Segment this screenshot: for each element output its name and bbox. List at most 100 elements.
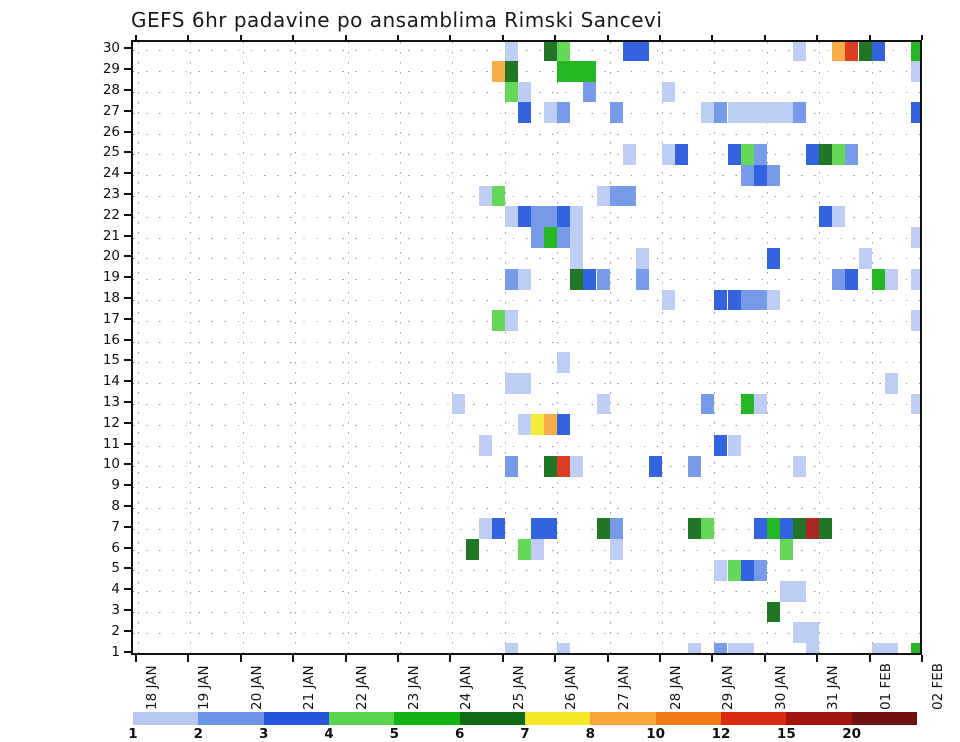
grid-day-line [138,42,139,653]
x-axis-tick [449,655,452,662]
cell-member27-day11-p1 [727,102,741,124]
x-axis-label: 23 JAN [406,665,422,710]
cell-member22-day13-p0 [819,206,833,228]
x-axis-tick-top [187,35,190,40]
cell-member30-day13-p3 [858,42,872,61]
cell-member7-day6-p2 [478,518,492,540]
cell-member11-day11-p0 [714,435,728,456]
grid-row-line [133,466,920,468]
cell-member1-day10-p2 [688,643,702,653]
cell-member22-day13-p1 [832,206,846,228]
x-axis-tick [816,655,819,662]
cell-member27-day8-p0 [557,102,571,124]
cell-member18-day12-p0 [766,289,780,311]
y-axis-tick [124,297,131,299]
cell-member7-day8-p3 [596,518,610,540]
grid-row-line [133,612,920,613]
x-axis-tick-top [816,35,819,40]
x-axis-tick [554,655,557,662]
grid-day-line [557,42,559,653]
x-axis-label: 01 FEB [877,662,894,710]
cell-member21-day8-p0 [557,227,571,248]
cell-member28-day7-p1 [517,81,531,103]
grid-day-line [871,42,873,653]
grid-day-line [766,42,768,653]
y-axis-tick [124,317,131,320]
grid-day-line [452,42,454,653]
y-axis-tick [124,484,131,487]
cell-member22-day7-p0 [504,206,518,228]
cell-member19-day13-p1 [832,268,846,290]
grid-row-line [133,196,920,197]
cell-member10-day8-p1 [570,456,584,477]
legend-color-segment [133,712,199,725]
x-axis-label: 30 JAN [772,665,789,710]
grid-day-line [242,42,244,653]
grid-row-line [133,341,920,343]
cell-member22-day7-p2 [531,206,545,228]
y-axis-label: 14 [102,373,120,390]
grid-day-line [347,42,349,653]
cell-member2-day12-p2 [793,622,807,644]
y-axis-label: 19 [102,269,120,286]
legend-value-label: 3 [258,726,269,742]
cell-member27-day11-p0 [714,102,728,124]
cell-member29-day8-p1 [570,60,584,82]
x-axis-tick [868,655,871,662]
cell-member29-day6-p3 [491,60,505,82]
cell-member25-day9-p1 [622,144,636,165]
cell-member10-day10-p2 [688,456,702,477]
legend-value-label: 15 [776,726,796,742]
cell-member30-day7-p0 [504,42,518,61]
y-axis-label: 4 [111,581,120,598]
cell-member27-day14-p3 [910,102,920,124]
y-axis-label: 20 [102,248,120,265]
plot-area [131,40,922,655]
cell-member6-day6-p1 [465,539,479,560]
cell-member12-day7-p2 [531,414,545,436]
cell-member22-day8-p0 [557,206,571,228]
cell-member20-day8-p1 [570,248,584,269]
legend-color-segment [851,712,917,725]
cell-member19-day7-p1 [517,268,531,290]
x-axis-tick [344,655,347,662]
x-axis-tick [501,655,504,662]
cell-member6-day7-p1 [517,539,531,560]
x-axis-label: 26 JAN [563,665,580,710]
x-axis-tick-top [606,35,609,40]
cell-member14-day7-p1 [517,372,531,394]
cell-member25-day11-p1 [727,144,741,165]
cell-member30-day7-p3 [544,42,558,61]
y-axis-tick [124,463,131,466]
y-axis-tick [124,609,131,611]
cell-member4-day12-p1 [779,580,793,602]
cell-member19-day7-p0 [504,268,518,290]
y-axis-tick [124,401,131,403]
cell-member12-day7-p3 [544,414,558,436]
cell-member7-day10-p2 [688,518,702,540]
cell-member10-day9-p3 [648,456,662,477]
x-axis-label: 29 JAN [720,665,737,710]
cell-member25-day13-p2 [845,144,859,165]
cell-member13-day6-p0 [452,393,466,415]
cell-member23-day6-p2 [478,185,492,207]
cell-member20-day13-p3 [858,248,872,269]
cell-member22-day7-p1 [517,206,531,228]
y-axis-tick [124,89,131,91]
cell-member17-day14-p3 [910,310,920,332]
cell-member27-day11-p3 [753,102,767,124]
x-axis-tick [187,655,190,662]
cell-member21-day7-p3 [544,227,558,248]
y-axis-tick [124,525,131,528]
grid-day-line [819,42,821,653]
cell-member1-day14-p1 [884,643,898,653]
cell-member1-day14-p0 [871,643,885,653]
cell-member19-day13-p2 [845,268,859,290]
y-axis-label: 8 [111,498,120,514]
cell-member25-day13-p0 [819,144,833,165]
x-axis-tick-top [135,35,137,40]
y-axis-tick [124,193,131,195]
cell-member27-day7-p1 [517,102,531,124]
y-axis-tick [124,380,131,383]
cell-member13-day11-p3 [753,393,767,415]
